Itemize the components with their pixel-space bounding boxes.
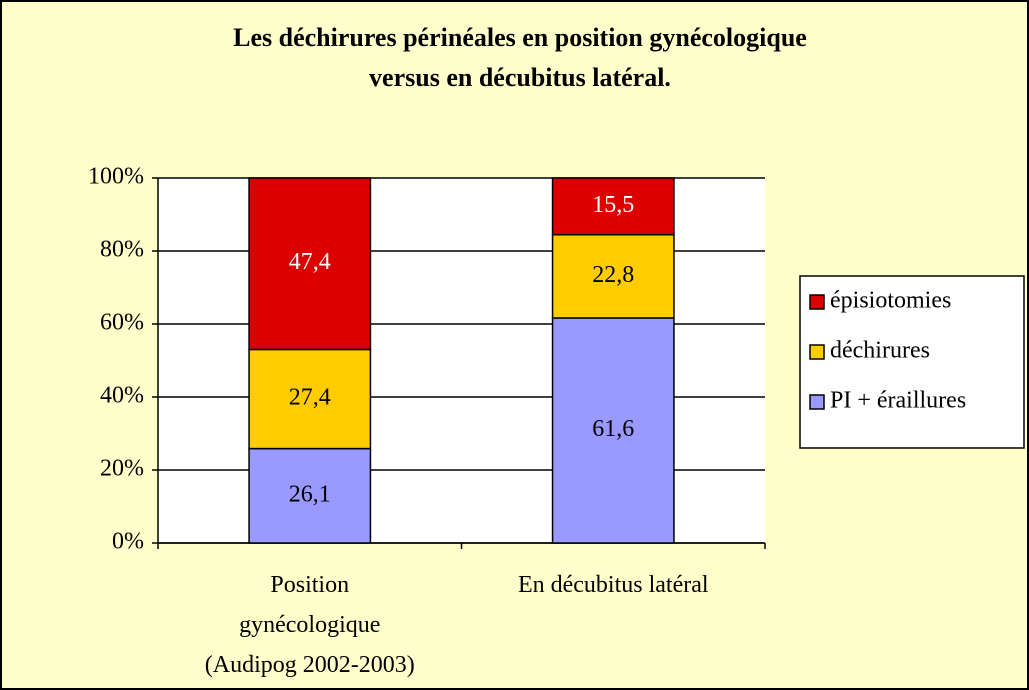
y-tick-label: 40% — [100, 383, 144, 409]
legend-box — [799, 275, 1025, 449]
bar-segment — [551, 233, 675, 319]
y-tick-label: 60% — [100, 310, 144, 336]
legend-label: déchirures — [830, 338, 930, 364]
y-tick-label: 0% — [112, 529, 144, 555]
data-label: 15,5 — [592, 192, 634, 218]
legend-swatch — [809, 344, 825, 360]
y-tick-label: 80% — [100, 237, 144, 263]
legend-swatch — [809, 294, 825, 310]
bar-segment — [551, 317, 675, 544]
x-tick-label: En décubitus latéral — [517, 572, 709, 598]
bar-segment — [248, 177, 372, 351]
y-tick-label: 20% — [100, 456, 144, 482]
data-label: 47,4 — [289, 249, 331, 275]
bar-segment — [248, 447, 372, 544]
y-tick-label: 100% — [88, 164, 144, 190]
legend-swatch — [809, 394, 825, 410]
legend-label: PI + éraillures — [830, 388, 966, 414]
data-label: 27,4 — [289, 385, 331, 411]
data-label: 26,1 — [289, 481, 331, 507]
x-tick-label: Position gynécologique (Audipog 2002-200… — [204, 572, 415, 678]
bar-segment — [551, 177, 675, 236]
data-label: 61,6 — [592, 416, 634, 442]
chart-title: Les déchirures périnéales en position gy… — [233, 23, 807, 92]
data-label: 22,8 — [592, 262, 634, 288]
legend-label: épisiotomies — [830, 288, 951, 314]
